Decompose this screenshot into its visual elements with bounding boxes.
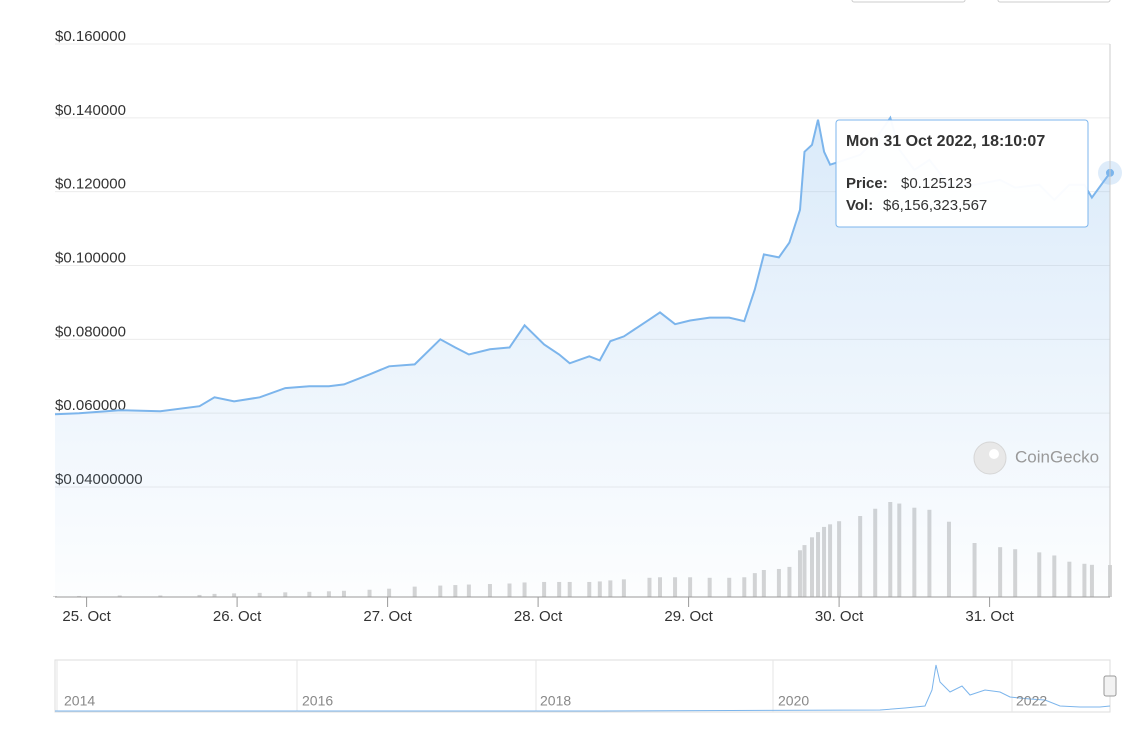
x-tick-label: 27. Oct <box>363 608 412 625</box>
navigator-label: 2016 <box>302 693 333 709</box>
navigator: 2014 2016 2018 2020 2022 <box>54 659 1117 713</box>
range-button[interactable] <box>851 0 966 3</box>
navigator-label: 2018 <box>540 693 571 709</box>
x-tick-label: 28. Oct <box>514 608 563 625</box>
y-tick-label: $0.100000 <box>55 249 126 266</box>
x-tick-label: 30. Oct <box>815 608 864 625</box>
tooltip-vol-label: Vol: <box>846 197 873 214</box>
y-tick-label: $0.080000 <box>55 323 126 340</box>
y-tick-label: $0.160000 <box>55 28 126 45</box>
navigator-label: 2020 <box>778 693 809 709</box>
tooltip: Mon 31 Oct 2022, 18:10:07 Price: $0.1251… <box>835 119 1089 228</box>
x-tick-label: 26. Oct <box>213 608 262 625</box>
x-tick-label: 29. Oct <box>664 608 713 625</box>
navigator-label: 2022 <box>1016 693 1047 709</box>
y-tick-label: $0.120000 <box>55 176 126 193</box>
y-tick-label: $0.140000 <box>55 102 126 119</box>
x-tick-label: 25. Oct <box>62 608 111 625</box>
watermark-text: CoinGecko <box>1015 447 1099 466</box>
tooltip-price: $0.125123 <box>901 175 972 192</box>
navigator-handle[interactable] <box>1103 675 1117 697</box>
tooltip-vol: $6,156,323,567 <box>883 197 987 214</box>
navigator-label: 2014 <box>64 693 95 709</box>
y-tick-label: $0.060000 <box>55 397 126 414</box>
watermark: CoinGecko <box>973 441 1099 475</box>
range-button[interactable] <box>997 0 1111 3</box>
tooltip-price-label: Price: <box>846 175 888 192</box>
tooltip-title: Mon 31 Oct 2022, 18:10:07 <box>846 133 1045 150</box>
x-tick-label: 31. Oct <box>965 608 1014 625</box>
price-area <box>55 117 1110 598</box>
